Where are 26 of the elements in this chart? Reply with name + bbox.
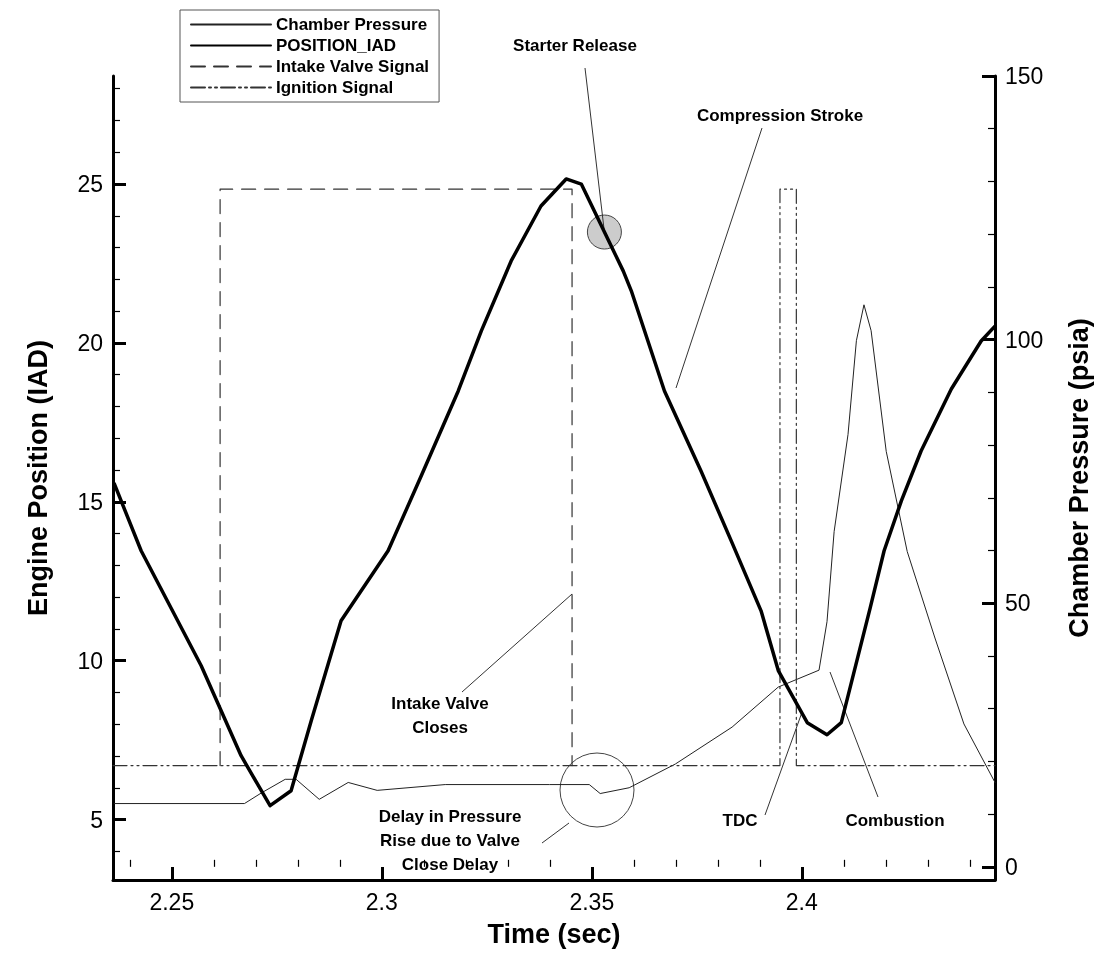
annotation: Delay in Pressure Rise due to Valve Close Delay — [378, 806, 522, 874]
x-axis-title: Time (sec) — [487, 918, 621, 949]
annotation: Intake Valve Closes — [391, 693, 489, 737]
x-tick-label: 2.4 — [785, 888, 818, 915]
y2-tick-label: 150 — [1005, 63, 1044, 89]
annotation: Compression Stroke — [696, 105, 864, 125]
y-tick-label: 25 — [77, 171, 103, 198]
x-tick-label: 2.25 — [149, 888, 195, 915]
y2-axis-title: Chamber Pressure (psia) — [1063, 318, 1094, 638]
annotation: Combustion — [845, 810, 945, 830]
y2-tick-label: 100 — [1005, 326, 1044, 353]
y-tick-label: 20 — [77, 329, 103, 356]
annotation: Starter Release — [513, 35, 637, 55]
y-tick-label: 5 — [90, 806, 103, 833]
y-tick-label: 15 — [77, 488, 103, 515]
legend-label: Intake Valve Signal — [276, 57, 430, 76]
x-tick-label: 2.3 — [365, 888, 398, 915]
legend-label: POSITION_IAD — [276, 36, 396, 55]
annotation: TDC — [722, 810, 758, 830]
legend-label: Ignition Signal — [276, 78, 394, 97]
x-tick-label: 2.35 — [569, 888, 615, 915]
y2-tick-label: 0 — [1005, 853, 1018, 880]
y2-tick-label: 50 — [1005, 590, 1031, 617]
y-tick-label: 10 — [77, 647, 103, 674]
y-axis-title: Engine Position (IAD) — [22, 340, 53, 616]
legend-label: Chamber Pressure — [276, 15, 428, 34]
